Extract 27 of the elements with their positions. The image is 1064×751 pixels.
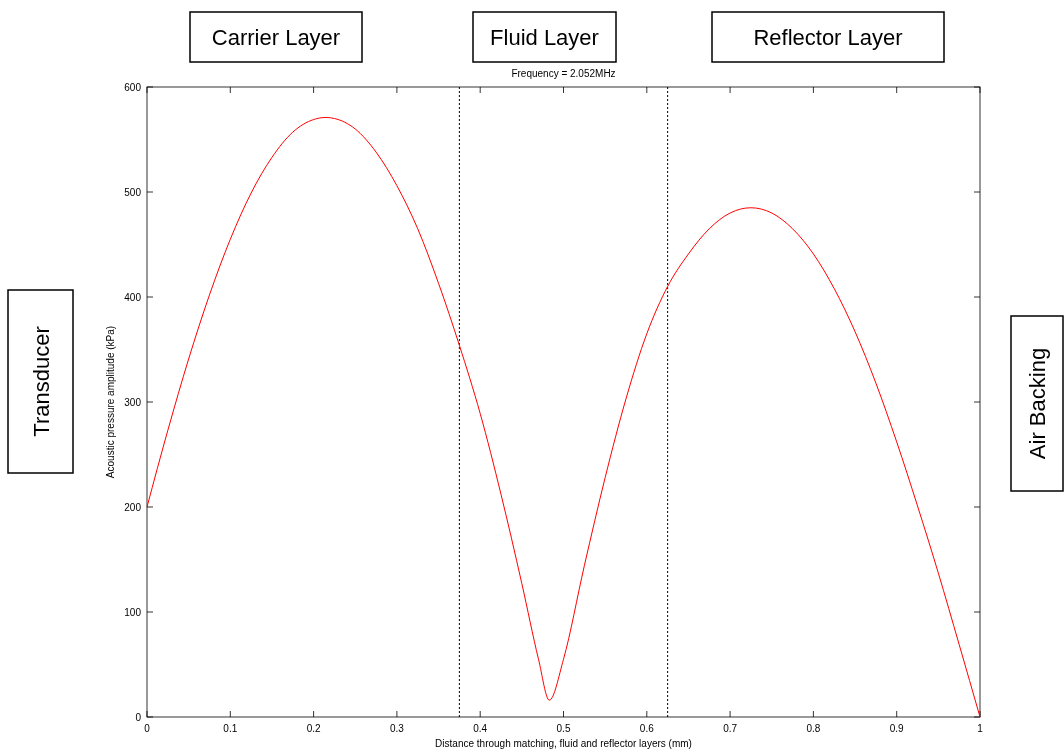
y-tick-label: 0 bbox=[135, 712, 142, 723]
y-axis-title: Acoustic pressure amplitude (kPa) bbox=[105, 325, 116, 479]
x-tick-label: 0.6 bbox=[639, 723, 655, 734]
x-tick-label: 0.2 bbox=[306, 723, 321, 734]
x-tick-label: 0.9 bbox=[889, 723, 905, 734]
x-tick-label: 1 bbox=[977, 723, 984, 734]
text: Carrier Layer bbox=[211, 25, 341, 50]
x-tick-label: 0.4 bbox=[473, 723, 488, 734]
chart-title: Frequency = 2.052MHz bbox=[511, 68, 616, 79]
y-tick-label: 100 bbox=[124, 607, 142, 618]
x-tick-label: 0.1 bbox=[223, 723, 238, 734]
text: Air Backing bbox=[1025, 347, 1050, 460]
y-tick-label: 500 bbox=[124, 187, 142, 198]
text: Transducer bbox=[28, 326, 54, 437]
x-axis-title: Distance through matching, fluid and reflector layers (mm) bbox=[435, 738, 692, 749]
text: Fluid Layer bbox=[490, 25, 599, 50]
text: Reflector Layer bbox=[753, 25, 903, 50]
y-tick-label: 600 bbox=[124, 82, 142, 93]
x-tick-label: 0.5 bbox=[556, 723, 571, 734]
y-tick-label: 400 bbox=[124, 292, 142, 303]
x-tick-label: 0 bbox=[144, 723, 151, 734]
line-series bbox=[146, 116, 981, 718]
y-tick-label: 300 bbox=[124, 397, 142, 408]
y-tick-label: 200 bbox=[124, 502, 142, 513]
x-tick-label: 0.7 bbox=[723, 723, 738, 734]
x-tick-label: 0.8 bbox=[806, 723, 821, 734]
x-tick-label: 0.3 bbox=[389, 723, 405, 734]
